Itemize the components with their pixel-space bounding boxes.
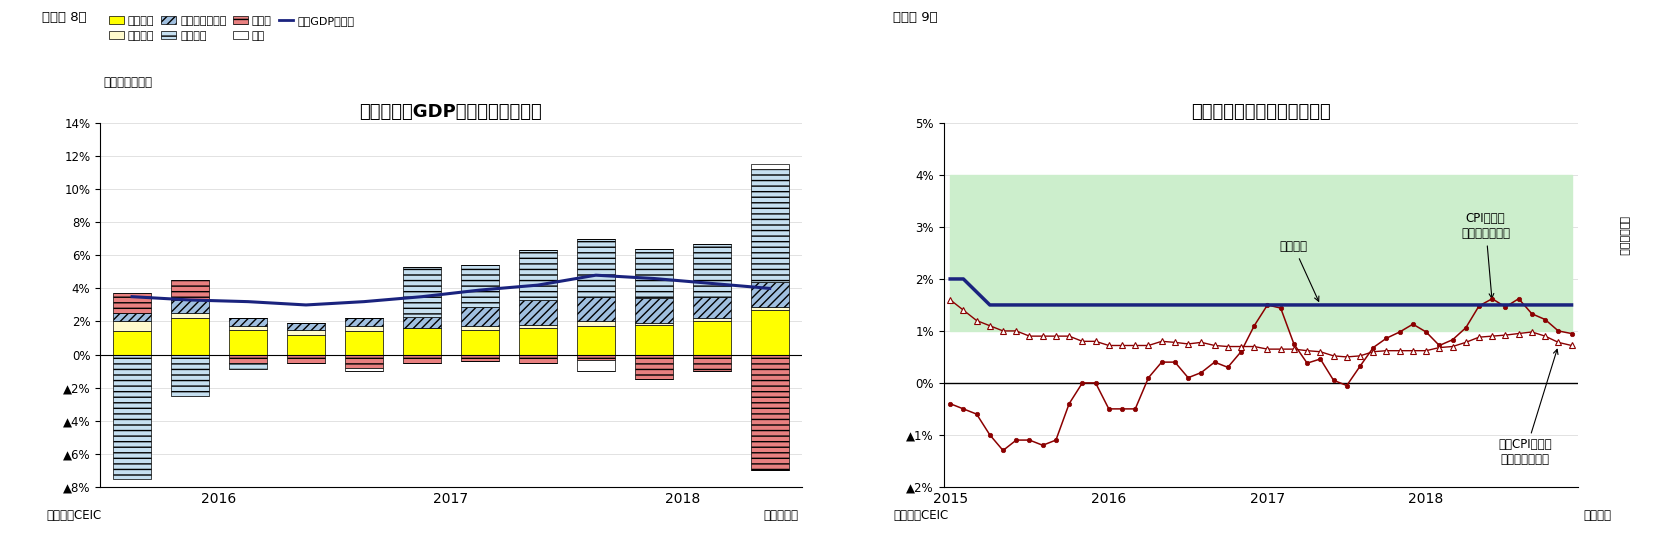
Bar	[229, 363, 267, 370]
Text: インフレ目標: インフレ目標	[1618, 216, 1628, 255]
Text: （資料）CEIC: （資料）CEIC	[47, 509, 102, 522]
Text: 政策金利: 政策金利	[1279, 240, 1319, 301]
Bar	[461, 326, 499, 330]
Bar	[752, 310, 788, 355]
Bar	[693, 355, 730, 371]
Bar	[229, 318, 267, 326]
Text: （図表 9）: （図表 9）	[893, 11, 939, 25]
Bar	[346, 331, 382, 355]
Bar	[172, 280, 209, 300]
Bar	[693, 297, 730, 318]
Bar	[114, 322, 150, 331]
Bar	[519, 355, 556, 363]
Bar	[693, 318, 730, 322]
Bar	[287, 335, 326, 355]
Bar	[402, 328, 441, 355]
Bar	[114, 355, 150, 479]
Bar	[287, 355, 326, 363]
Bar	[346, 326, 382, 331]
Title: タイのインフレ率と政策金利: タイのインフレ率と政策金利	[1191, 103, 1331, 121]
Title: タイの実質GDP成長率（需要側）: タイの実質GDP成長率（需要側）	[359, 103, 543, 121]
Bar	[287, 330, 326, 335]
Bar	[114, 331, 150, 355]
Text: （図表 8）: （図表 8）	[42, 11, 87, 25]
Bar	[519, 250, 556, 300]
Bar	[635, 355, 673, 379]
Bar	[172, 318, 209, 355]
Text: （四半期）: （四半期）	[763, 509, 798, 522]
Bar	[752, 355, 788, 470]
Bar	[519, 300, 556, 325]
Bar	[693, 244, 730, 297]
Bar	[172, 300, 209, 313]
Bar	[576, 239, 615, 297]
Text: CPI上昇率
（前年同月比）: CPI上昇率 （前年同月比）	[1461, 212, 1510, 299]
Bar	[693, 322, 730, 355]
Bar	[635, 299, 673, 323]
Bar	[752, 282, 788, 307]
Bar	[576, 355, 615, 360]
Bar	[402, 267, 441, 317]
Bar	[635, 249, 673, 299]
Bar	[576, 297, 615, 322]
Bar	[519, 328, 556, 355]
Bar	[635, 323, 673, 325]
Text: （前年同期比）: （前年同期比）	[104, 75, 152, 89]
Bar	[346, 355, 382, 368]
Legend: 民間消費, 政府消費, 総固定資本形成, 在庫変動, 純輸出, 誤差, 実質GDP成長率: 民間消費, 政府消費, 総固定資本形成, 在庫変動, 純輸出, 誤差, 実質GD…	[105, 12, 357, 44]
Bar	[461, 265, 499, 307]
Bar	[519, 325, 556, 328]
Bar	[576, 360, 615, 371]
Bar	[635, 325, 673, 355]
Bar	[402, 355, 441, 363]
Text: （資料）CEIC: （資料）CEIC	[893, 509, 949, 522]
Bar	[229, 326, 267, 330]
Bar	[461, 307, 499, 326]
Bar	[114, 313, 150, 322]
Bar	[576, 322, 615, 326]
Bar	[172, 355, 209, 396]
Text: コアCPI上昇率
（前年同月比）: コアCPI上昇率 （前年同月比）	[1498, 349, 1558, 467]
Bar	[461, 330, 499, 355]
Bar	[114, 293, 150, 313]
Text: （月次）: （月次）	[1583, 509, 1612, 522]
Bar	[752, 307, 788, 310]
Bar	[172, 313, 209, 318]
Bar	[346, 318, 382, 326]
Bar	[402, 317, 441, 328]
Bar	[287, 323, 326, 330]
Bar	[752, 170, 788, 282]
Bar	[229, 355, 267, 363]
Bar	[229, 330, 267, 355]
Bar	[346, 368, 382, 371]
Bar	[576, 326, 615, 355]
Bar	[752, 164, 788, 170]
Bar	[461, 355, 499, 361]
